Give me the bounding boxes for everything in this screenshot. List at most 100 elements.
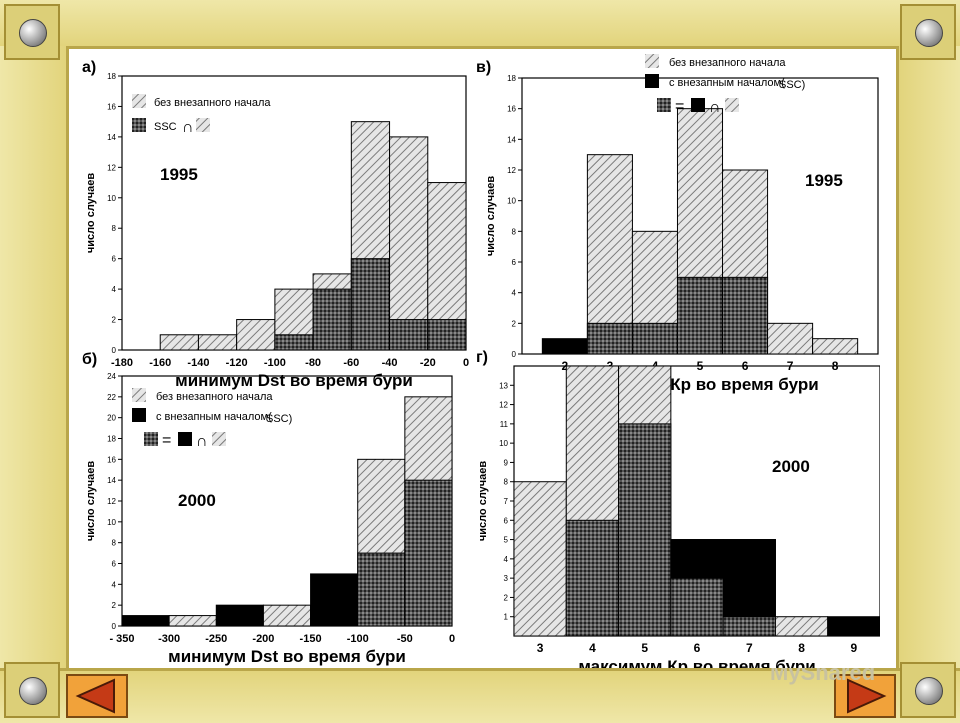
y-tick-label: 12 (499, 401, 508, 410)
y-tick-label: 14 (107, 476, 116, 485)
x-tick-label: -60 (343, 357, 359, 369)
y-tick-label: 16 (507, 105, 516, 114)
y-tick-label: 0 (512, 350, 517, 359)
bar-no-ssc (236, 319, 276, 351)
bar-no-ssc (767, 322, 814, 355)
y-tick-label: 10 (107, 518, 116, 527)
x-tick-label: -140 (187, 357, 209, 369)
prev-slide-button[interactable] (66, 674, 128, 718)
bar-ssc (215, 604, 264, 627)
bar-ssc (389, 319, 429, 351)
y-tick-label: 1 (504, 613, 509, 622)
x-tick-label: - 350 (109, 633, 134, 645)
x-tick-label: 3 (537, 641, 544, 655)
legend-label-no-ssc: без внезапного начала (154, 97, 271, 109)
bar-no-ssc (812, 338, 859, 355)
y-tick-label: 10 (507, 197, 516, 206)
bar-ssc (357, 552, 406, 627)
bar-no-ssc (197, 334, 238, 351)
y-tick-label: 9 (504, 458, 509, 467)
y-tick-label: 4 (504, 555, 509, 564)
bar-ssc (310, 573, 359, 627)
legend-label-ssc: SSC (154, 121, 177, 133)
frame-top (0, 0, 960, 49)
x-tick-label: -180 (111, 357, 133, 369)
y-tick-label: 18 (107, 72, 116, 81)
bar-ssc (586, 322, 633, 355)
legend-swatch-solid-small (691, 98, 705, 112)
legend-equals-symbol: = (675, 98, 684, 115)
year-label: 2000 (772, 457, 810, 476)
year-label: 2000 (178, 491, 216, 510)
y-tick-label: 14 (107, 133, 116, 142)
x-axis-label: минимум Dst во время бури (168, 647, 406, 666)
bar-ssc (312, 288, 352, 351)
y-tick-label: 2 (112, 601, 117, 610)
bar-ssc (427, 319, 467, 351)
y-tick-label: 6 (504, 516, 509, 525)
bar-ssc (722, 276, 769, 355)
x-tick-label: 5 (641, 641, 648, 655)
legend-swatch-with-ssc (645, 74, 659, 88)
y-tick-label: 3 (504, 574, 509, 583)
bar-no-ssc (262, 604, 312, 627)
legend-intersection-symbol: ∩ (196, 433, 208, 450)
x-tick-label: 4 (589, 641, 596, 655)
legend-label-ssc: SSC) (779, 79, 805, 91)
y-tick-label: 16 (107, 455, 116, 464)
x-tick-label: 0 (463, 357, 469, 369)
legend-swatch-no-ssc-small (725, 98, 739, 112)
corner-knob-top-right (900, 4, 956, 60)
y-tick-label: 0 (112, 346, 117, 355)
y-tick-label: 8 (512, 227, 517, 236)
legend-swatch-no-ssc (132, 94, 146, 108)
bar-ssc (274, 334, 314, 351)
x-tick-label: -160 (149, 357, 171, 369)
y-tick-label: 11 (500, 420, 509, 429)
y-axis-label: число случаев (485, 176, 497, 257)
frame-left (0, 46, 69, 668)
legend-label-with-ssc: с внезапным началом( (156, 411, 272, 423)
bar-ssc (722, 616, 776, 637)
bar-ssc (618, 423, 672, 637)
bar-ssc-solid (722, 539, 776, 618)
x-tick-label: -80 (305, 357, 321, 369)
legend-swatch-with-ssc (132, 408, 146, 422)
x-tick-label: -250 (205, 633, 227, 645)
next-slide-button[interactable] (834, 674, 896, 718)
y-tick-label: 18 (107, 435, 116, 444)
x-tick-label: 8 (798, 641, 805, 655)
bar-no-ssc (513, 481, 567, 637)
bar-ssc (631, 322, 678, 355)
bar-ssc (404, 479, 453, 627)
y-tick-label: 2 (504, 593, 509, 602)
legend-swatch-no-ssc-small (196, 118, 210, 132)
y-tick-label: 6 (112, 255, 117, 264)
bar-no-ssc (774, 616, 829, 637)
legend-intersection-symbol: ∩ (182, 119, 194, 136)
bar-no-ssc (389, 136, 429, 351)
x-tick-label: -40 (382, 357, 398, 369)
x-axis-label: максимум Кр во время бури (578, 657, 815, 668)
legend-swatch-ssc (144, 432, 158, 446)
y-axis-label: число случаев (85, 173, 97, 254)
y-tick-label: 12 (107, 163, 116, 172)
y-tick-label: 8 (112, 539, 117, 548)
y-tick-label: 2 (112, 316, 117, 325)
x-tick-label: 6 (694, 641, 701, 655)
bar-ssc (121, 615, 170, 627)
y-axis-label: число случаев (85, 461, 97, 542)
x-tick-label: -200 (252, 633, 274, 645)
legend-swatch-no-ssc-small (212, 432, 226, 446)
y-tick-label: 6 (512, 258, 517, 267)
x-tick-label: -50 (397, 633, 413, 645)
legend-swatch-no-ssc (132, 388, 146, 402)
x-tick-label: -150 (300, 633, 322, 645)
legend-equals-symbol: = (162, 432, 171, 449)
x-tick-label: -120 (226, 357, 248, 369)
x-tick-label: -100 (264, 357, 286, 369)
